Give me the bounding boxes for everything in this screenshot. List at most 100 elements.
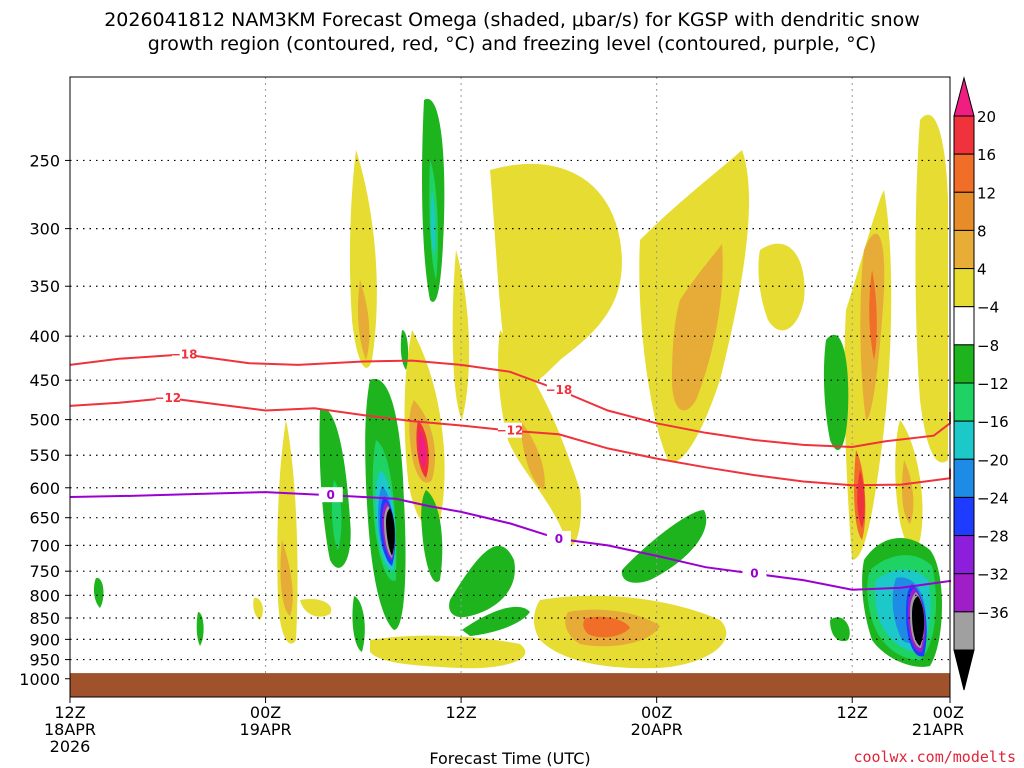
freezing-level-label-bg [742, 565, 767, 581]
y-tick-label: 900 [29, 630, 60, 649]
y-tick-label: 1000 [19, 670, 60, 689]
x-tick-label: 21APR [912, 720, 964, 739]
x-tick-label: 19APR [240, 720, 292, 739]
plot-frame [69, 76, 951, 698]
omega-orange-region [902, 460, 914, 524]
colorbar-swatch [953, 496, 975, 537]
colorbar-swatch [953, 229, 975, 270]
x-tick-label: 00Z [641, 703, 672, 722]
omega-yellow-region [349, 150, 377, 368]
dgz-minus18-label-bg [546, 382, 571, 398]
colorbar-swatch [953, 115, 975, 155]
y-axis: 250 300 350 400 450 500 550 600 650 700 750 800 850 9… [19, 151, 70, 689]
x-tick-label: 00Z [933, 703, 964, 722]
dgz-minus12-label: −12 [154, 391, 181, 405]
y-tick-label: 250 [29, 151, 60, 170]
freezing-level-label-bg [546, 530, 571, 546]
omega-yellow-region [758, 243, 805, 331]
omega-core [386, 508, 395, 556]
colorbar-label: −32 [977, 566, 1009, 584]
y-tick-label: 800 [29, 586, 60, 605]
colorbar-label: −8 [977, 337, 999, 355]
colorbar-swatch [953, 382, 975, 422]
omega-yellow-region [490, 163, 622, 389]
freezing-level-label-bg [318, 487, 343, 503]
omega-darkorange-region [869, 270, 877, 360]
y-tick-label: 300 [29, 220, 60, 239]
y-tick-label: 350 [29, 277, 60, 296]
colorbar-swatch [953, 611, 975, 651]
y-tick-label: 500 [29, 411, 60, 430]
omega-orange-region [672, 244, 723, 411]
colorbar-label: 8 [977, 222, 987, 240]
omega-pink-region [418, 430, 427, 468]
omega-shading [93, 98, 948, 669]
x-tick-label: 20APR [631, 720, 683, 739]
colorbar-label: −16 [977, 413, 1009, 431]
x-tick-label: 2026 [50, 737, 91, 756]
dgz-minus12-label-bg [498, 422, 522, 438]
omega-green-region [823, 334, 849, 450]
x-axis-label: Forecast Time (UTC) [429, 749, 590, 768]
temperature-contours: −18 −18 −12 −12 0 0 0 [69, 346, 951, 591]
dgz-minus18-label: −18 [171, 347, 198, 361]
freezing-level-label: 0 [750, 567, 758, 581]
colorbar-swatch [953, 268, 975, 308]
colorbar-label: −36 [977, 604, 1009, 622]
credit-text: coolwx.com/modelts [853, 748, 1016, 766]
y-tick-label: 600 [29, 479, 60, 498]
grid-lines [70, 77, 950, 697]
dgz-minus18-label: −18 [546, 383, 573, 397]
x-tick-label: 00Z [250, 703, 281, 722]
colorbar-label: 12 [977, 184, 996, 202]
freezing-level-label: 0 [327, 488, 335, 502]
y-tick-label: 850 [29, 609, 60, 628]
omega-green-region [462, 606, 530, 636]
y-tick-label: 650 [29, 509, 60, 528]
omega-cyan-region [430, 190, 436, 256]
colorbar-label: 16 [977, 146, 996, 164]
omega-green-region [421, 490, 443, 582]
colorbar: 20 16 12 8 4 −4 −8 −12 −16 −20 −24 −28 −32 −36 [953, 76, 1009, 691]
y-tick-label: 400 [29, 327, 60, 346]
omega-orange-region [358, 280, 370, 360]
colorbar-swatch [953, 458, 975, 498]
omega-orange-region [280, 540, 293, 616]
x-tick-label: 12Z [837, 703, 868, 722]
y-tick-label: 550 [29, 446, 60, 465]
omega-green-region [621, 510, 707, 583]
x-tick-label: 12Z [445, 703, 476, 722]
colorbar-label: −24 [977, 489, 1009, 507]
colorbar-label: 4 [977, 261, 987, 279]
y-tick-label: 700 [29, 536, 60, 555]
y-tick-label: 450 [29, 371, 60, 390]
omega-yellow-region [498, 330, 582, 547]
colorbar-cap-top [953, 76, 975, 117]
omega-yellow-region [915, 114, 948, 463]
colorbar-swatch [953, 420, 975, 460]
ground-surface [70, 673, 950, 697]
omega-darkorange-region [583, 616, 630, 638]
omega-band-4-8 [253, 114, 948, 669]
omega-green-region [352, 596, 365, 652]
chart-title-line1: 2026041812 NAM3KM Forecast Omega (shaded… [104, 9, 920, 31]
omega-yellow-region [300, 598, 332, 617]
colorbar-label: −4 [977, 299, 999, 317]
omega-green-region [449, 545, 515, 618]
y-tick-label: 750 [29, 562, 60, 581]
colorbar-label: −12 [977, 375, 1009, 393]
chart-title-line2: growth region (contoured, red, °C) and f… [148, 33, 877, 55]
omega-green-region [196, 612, 204, 646]
colorbar-swatch [953, 306, 975, 346]
dgz-minus12-label-bg [155, 390, 180, 406]
colorbar-swatch [953, 573, 975, 613]
colorbar-cap-bottom [953, 649, 975, 691]
colorbar-swatch [953, 535, 975, 575]
freezing-level-label: 0 [555, 532, 563, 546]
dgz-minus18-label-bg [172, 346, 197, 362]
dgz-minus12-line [69, 396, 951, 487]
omega-core [912, 596, 925, 646]
colorbar-label: 20 [977, 108, 996, 126]
